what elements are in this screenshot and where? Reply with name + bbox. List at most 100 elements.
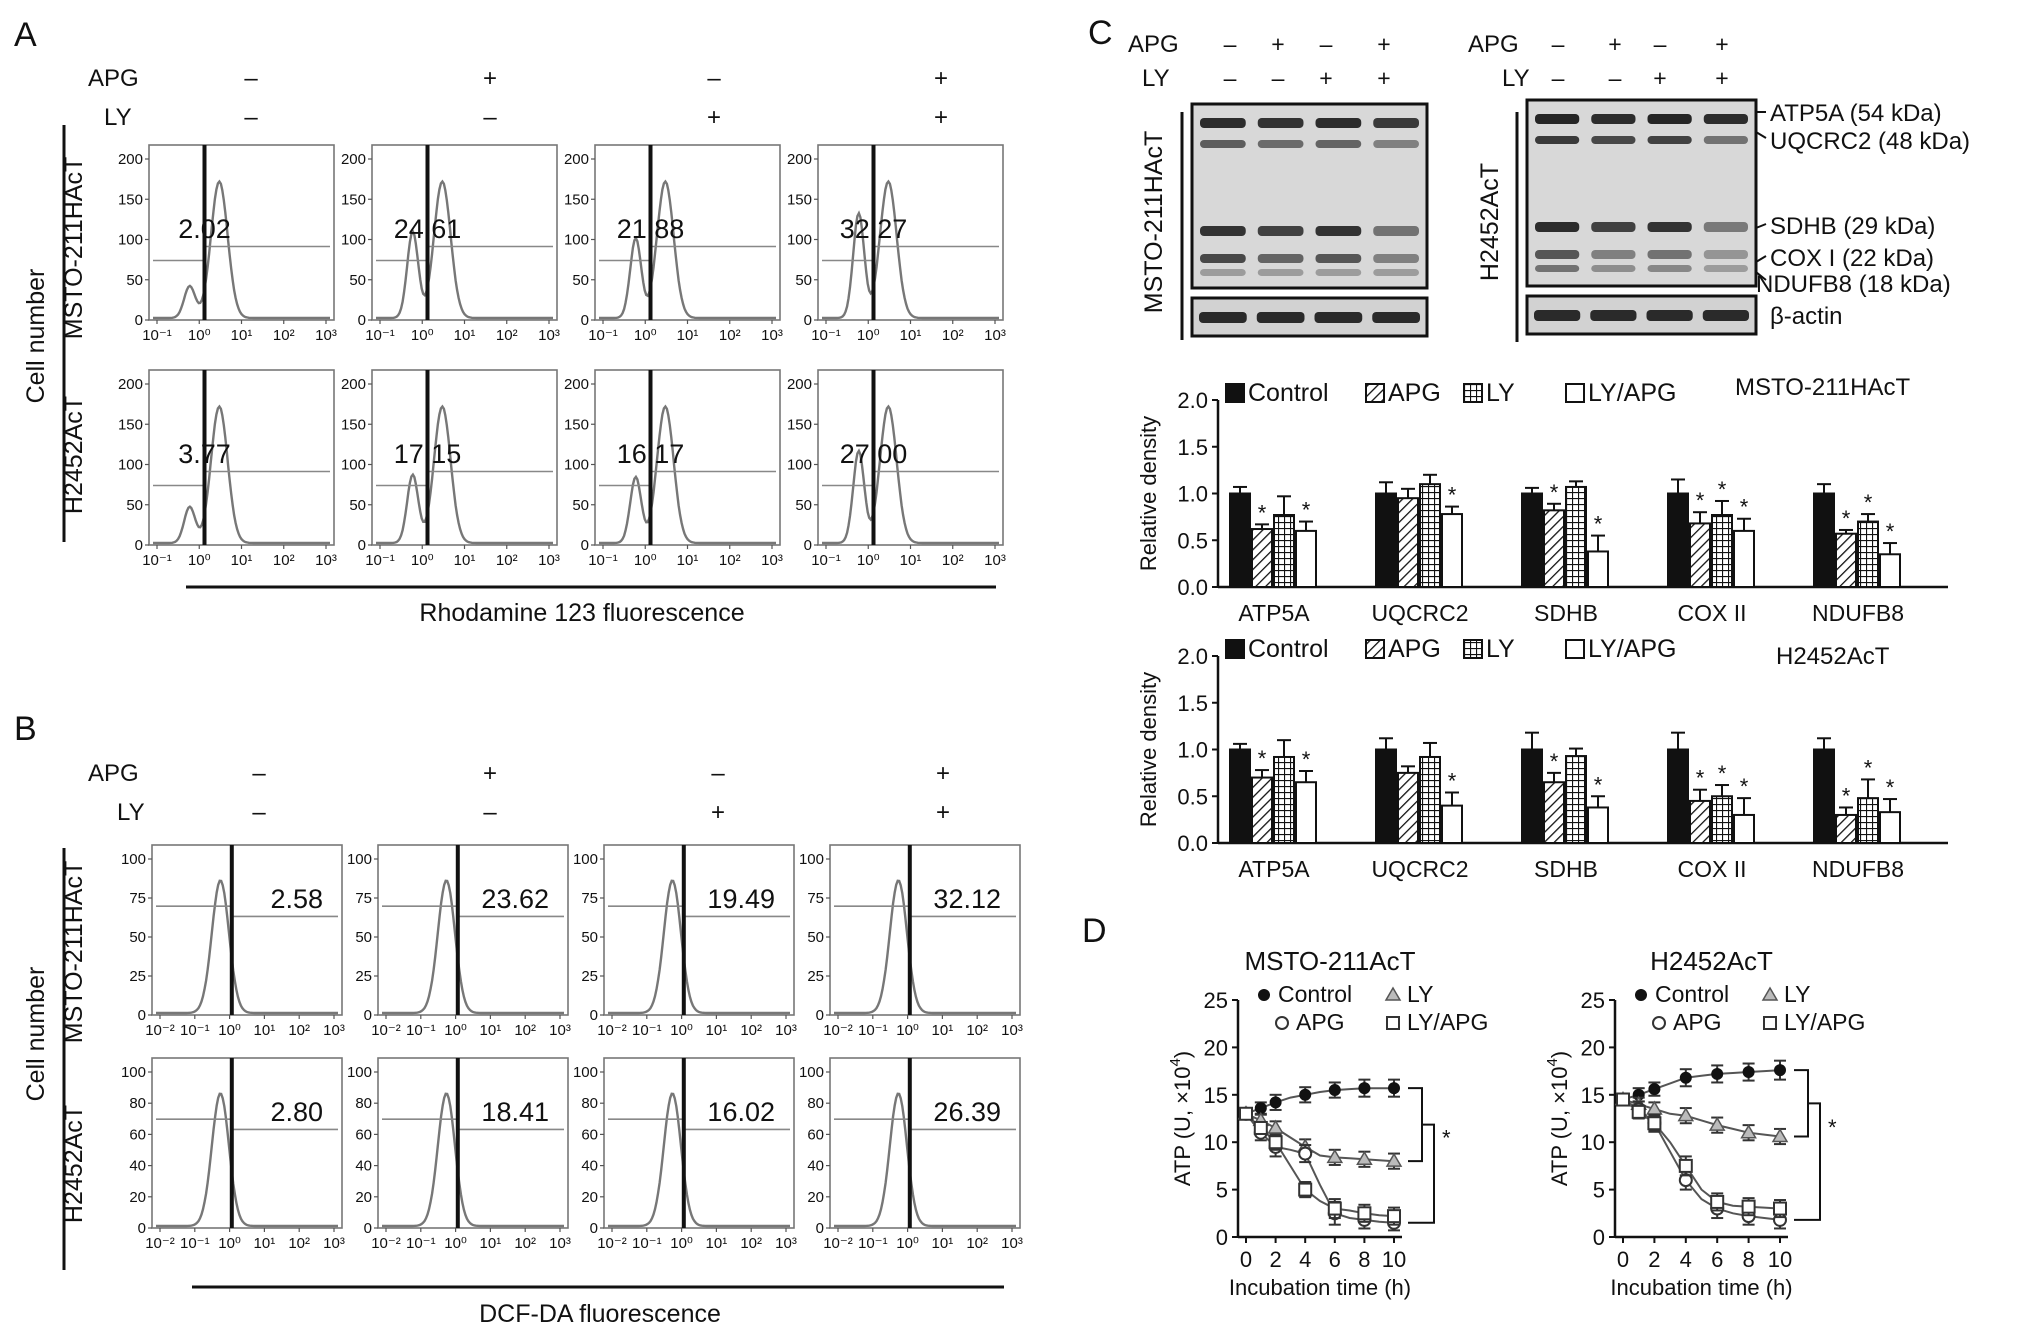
histogram-xtick-label: 10⁻¹ <box>632 1022 662 1039</box>
bar-control <box>1375 492 1397 588</box>
histogram-xtick-label: 10⁻² <box>145 1235 175 1252</box>
panel-a-row-label-2: H2452AcT <box>60 396 88 514</box>
panel-a-apg-sign-1: – <box>244 65 258 92</box>
bar-significance: * <box>1302 498 1311 523</box>
atp-legend-label: Control <box>1278 981 1352 1007</box>
atp-legend-item: LY <box>1761 981 1810 1007</box>
blot-left-ly-sign-1: – <box>1224 65 1237 91</box>
atp-point <box>1387 1209 1401 1224</box>
bar-legend-label: LY <box>1486 635 1515 663</box>
panel-c-letter: C <box>1088 14 1113 52</box>
bar-ly <box>1419 483 1441 588</box>
histogram-ytick-label: 25 <box>581 968 598 985</box>
histogram-ytick-label: 150 <box>341 191 366 208</box>
histogram-frame <box>371 144 558 321</box>
atp-legend-label: LY/APG <box>1784 1009 1865 1035</box>
histogram-xtick-label: 10⁰ <box>218 1235 241 1252</box>
histogram-xtick-label: 10¹ <box>254 1235 276 1252</box>
histogram-ytick-label: 0 <box>358 537 366 554</box>
histogram-2-3: 0 20 40 60 80 100 10⁻² 10⁻¹ 10⁰ 10¹ 10² 10³ 16.02 <box>573 1057 797 1252</box>
blot-right-ly-sign-4: + <box>1715 65 1728 91</box>
histogram-ytick-label: 20 <box>807 1189 824 1206</box>
atp-point <box>1631 1104 1646 1119</box>
panel-b-apg-sign-4: + <box>936 760 950 787</box>
panel-b-apg-label: APG <box>88 760 139 787</box>
bar-apg <box>1543 781 1565 844</box>
atp-point <box>1761 986 1779 1001</box>
histogram-xtick-label: 10⁻² <box>371 1235 401 1252</box>
histogram-xtick-label: 10² <box>719 327 741 344</box>
gated-percentage: 32.27 <box>840 214 908 244</box>
blot-band <box>1535 265 1580 272</box>
histogram-ytick-label: 40 <box>581 1158 598 1175</box>
blot-left-apg-sign-3: – <box>1320 31 1333 57</box>
histogram-ytick-label: 75 <box>355 890 372 907</box>
histogram-ytick-label: 100 <box>787 457 812 474</box>
bar-ytick-label: 1.0 <box>1177 738 1208 763</box>
histogram-ytick-label: 100 <box>121 851 146 868</box>
atp-sig-bracket <box>1794 1069 1809 1138</box>
histogram-xtick-label: 10³ <box>1001 1022 1023 1039</box>
panel-b-apg-sign-2: + <box>483 760 497 787</box>
bar-ytick-label: 2.0 <box>1177 644 1208 669</box>
atp-legend-item: APG <box>1275 1009 1345 1035</box>
bar-category-label: COX II <box>1677 600 1746 626</box>
bar-significance: * <box>1448 483 1457 508</box>
histogram-frame <box>377 844 569 1016</box>
histogram-xtick-label: 10¹ <box>900 327 922 344</box>
bar-ytick-label: 1.0 <box>1177 482 1208 507</box>
blot-right-ly-sign-1: – <box>1552 65 1565 91</box>
bar-significance: * <box>1718 761 1727 786</box>
atp-ytick-label: 15 <box>1204 1083 1228 1108</box>
atp-point <box>1711 1067 1724 1080</box>
bar-category-label: ATP5A <box>1238 856 1310 882</box>
atp-series-ly-apg <box>1239 1106 1401 1226</box>
panel-a-histograms: 0 50 100 150 200 10⁻¹ 10⁰ 10¹ 10² 10³ 2.02 0 50 100 15… <box>118 144 1006 569</box>
bar-ly <box>1419 755 1441 844</box>
histogram-xtick-label: 10² <box>288 1022 310 1039</box>
histogram-xtick-label: 10⁰ <box>444 1235 467 1252</box>
histogram-xtick-label: 10¹ <box>480 1235 502 1252</box>
atp-point <box>1267 1119 1284 1134</box>
histogram-ytick-label: 50 <box>795 272 812 289</box>
histogram-frame <box>603 844 795 1016</box>
panel-a-y-title: Cell number <box>22 269 50 404</box>
blot-left-bands <box>1199 118 1420 323</box>
bar-legend-label: LY/APG <box>1588 379 1676 407</box>
histogram-2-2: 0 20 40 60 80 100 10⁻² 10⁻¹ 10⁰ 10¹ 10² 10³ 18.41 <box>347 1057 571 1252</box>
histogram-xtick-label: 10⁰ <box>670 1235 693 1252</box>
blot-right: H2452AcT <box>1476 98 1758 342</box>
atp-point <box>1357 1206 1372 1221</box>
blot-band <box>1257 226 1304 236</box>
histogram-1-4: 0 50 100 150 200 10⁻¹ 10⁰ 10¹ 10² 10³ 32.27 <box>787 144 1006 344</box>
histogram-xtick-label: 10⁻¹ <box>588 327 618 344</box>
bar-ly <box>1565 485 1587 588</box>
histogram-xtick-label: 10¹ <box>231 552 253 569</box>
histogram-xtick-label: 10² <box>496 552 518 569</box>
histogram-1-1: 0 25 50 75 100 10⁻² 10⁻¹ 10⁰ 10¹ 10² 10³ 2.58 <box>121 844 345 1039</box>
bar-significance: * <box>1302 747 1311 772</box>
atp-point <box>1648 1083 1661 1096</box>
bar-ly <box>1273 514 1295 589</box>
panel-b-letter: B <box>14 710 37 748</box>
blot-band <box>1703 250 1748 259</box>
bar-significance: * <box>1842 783 1851 808</box>
bar-apg <box>1835 813 1857 845</box>
histogram-ytick-label: 50 <box>807 929 824 946</box>
blot-band <box>1373 269 1419 276</box>
bar-ytick-label: 0.0 <box>1177 575 1208 600</box>
blot-left-apg-sign-1: – <box>1224 31 1237 57</box>
histogram-1-3: 0 50 100 150 200 10⁻¹ 10⁰ 10¹ 10² 10³ 21.88 <box>564 144 783 344</box>
histogram-ytick-label: 60 <box>807 1126 824 1143</box>
blot-left-apg-sign-2: + <box>1271 31 1284 57</box>
blot-band <box>1373 140 1419 148</box>
histogram-curve <box>153 404 330 545</box>
bar-chart-title: H2452AcT <box>1776 643 1890 670</box>
histogram-2-3: 0 50 100 150 200 10⁻¹ 10⁰ 10¹ 10² 10³ 16.17 <box>564 369 783 569</box>
band-label-atp5a: ATP5A (54 kDa) <box>1770 100 1942 127</box>
bar-ytick-label: 2.0 <box>1177 388 1208 413</box>
atp-legend-item: LY <box>1384 981 1433 1007</box>
histogram-2-4: 0 50 100 150 200 10⁻¹ 10⁰ 10¹ 10² 10³ 27.00 <box>787 369 1006 569</box>
